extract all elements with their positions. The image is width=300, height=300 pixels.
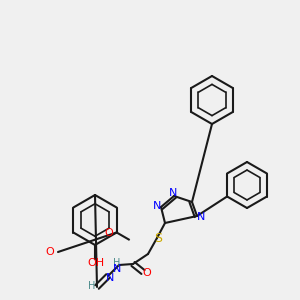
Text: O: O: [104, 229, 113, 238]
Text: N: N: [169, 188, 177, 198]
Text: OH: OH: [87, 258, 105, 268]
Text: O: O: [142, 268, 152, 278]
Text: O: O: [45, 247, 54, 257]
Text: S: S: [154, 232, 162, 245]
Text: H: H: [88, 281, 96, 291]
Text: H: H: [113, 258, 121, 268]
Text: N: N: [153, 201, 161, 211]
Text: N: N: [106, 273, 114, 283]
Text: N: N: [113, 264, 121, 274]
Text: N: N: [197, 212, 205, 222]
